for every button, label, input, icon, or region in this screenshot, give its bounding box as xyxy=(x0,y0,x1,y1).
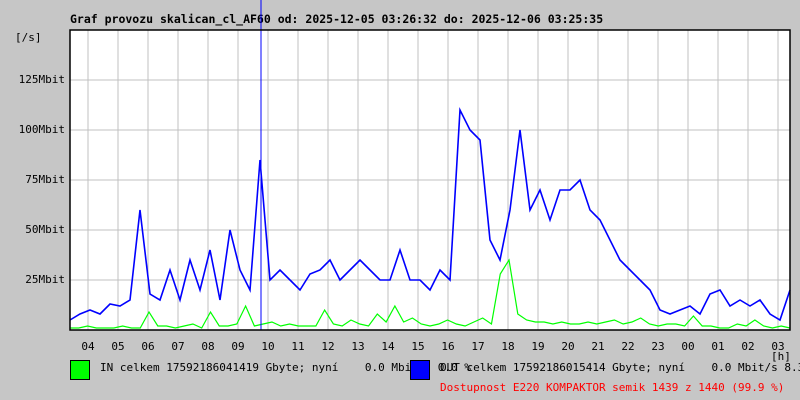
out-legend-text: OUT celkem 17592186015414 Gbyte; nyní 0.… xyxy=(440,361,800,374)
x-tick-label: 03 xyxy=(771,340,785,353)
y-tick-label: 75Mbit xyxy=(25,173,65,186)
x-tick-label: 02 xyxy=(741,340,755,353)
x-tick-label: 19 xyxy=(531,340,545,353)
out-legend-swatch xyxy=(410,360,430,380)
x-tick-label: 15 xyxy=(411,340,425,353)
x-tick-label: 09 xyxy=(231,340,245,353)
x-tick-label: 01 xyxy=(711,340,725,353)
x-tick-label: 00 xyxy=(681,340,695,353)
y-tick-label: 50Mbit xyxy=(25,223,65,236)
x-tick-label: 07 xyxy=(171,340,185,353)
x-tick-label: 20 xyxy=(561,340,575,353)
availability-text: Dostupnost E220 KOMPAKTOR semik 1439 z 1… xyxy=(440,381,785,394)
y-tick-label: 25Mbit xyxy=(25,273,65,286)
x-tick-label: 12 xyxy=(321,340,335,353)
chart-title: Graf provozu skalican_cl_AF60 od: 2025-1… xyxy=(70,12,604,26)
in-legend-text: IN celkem 17592186041419 Gbyte; nyní 0.0… xyxy=(100,361,471,374)
x-axis-unit: [h] xyxy=(771,350,791,363)
x-tick-label: 08 xyxy=(201,340,215,353)
x-tick-label: 06 xyxy=(141,340,155,353)
y-tick-label: 125Mbit xyxy=(18,73,65,86)
x-tick-label: 04 xyxy=(81,340,95,353)
y-axis-unit: [/s] xyxy=(15,31,42,44)
x-tick-label: 21 xyxy=(591,340,605,353)
x-tick-label: 18 xyxy=(501,340,515,353)
x-tick-label: 11 xyxy=(291,340,305,353)
x-tick-label: 14 xyxy=(381,340,395,353)
x-tick-label: 05 xyxy=(111,340,125,353)
x-tick-label: 16 xyxy=(441,340,455,353)
plot-frame xyxy=(69,29,791,331)
y-tick-label: 100Mbit xyxy=(18,123,65,136)
x-tick-label: 10 xyxy=(261,340,275,353)
x-tick-label: 17 xyxy=(471,340,485,353)
x-tick-label: 22 xyxy=(621,340,635,353)
x-tick-label: 23 xyxy=(651,340,665,353)
x-tick-label: 13 xyxy=(351,340,365,353)
in-legend-swatch xyxy=(70,360,90,380)
